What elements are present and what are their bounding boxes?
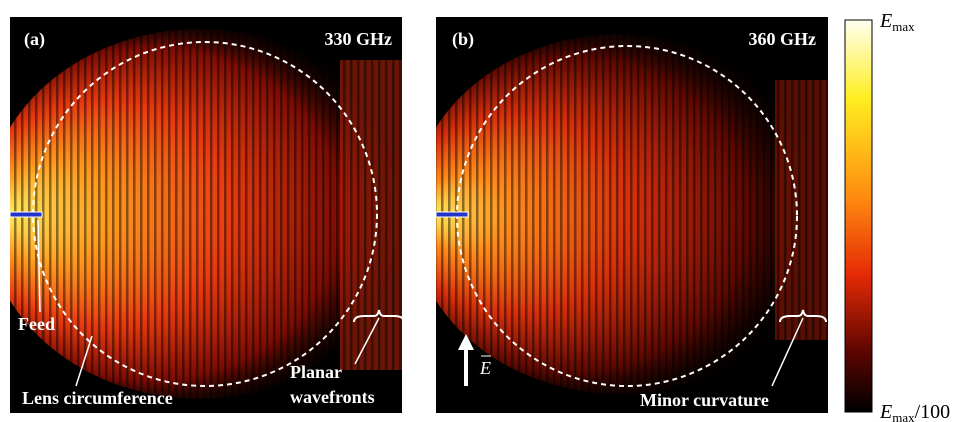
feed — [436, 212, 468, 217]
panel-label: (b) — [452, 29, 474, 50]
wave-stripes — [436, 17, 828, 413]
panel-b: E (b) 360 GHz Minor curvature — [410, 17, 830, 413]
annotation: wavefronts — [290, 387, 375, 407]
field-label: E — [479, 358, 491, 378]
annotation: Planar — [290, 362, 342, 382]
subscript: max — [892, 19, 915, 34]
label: E — [879, 401, 892, 422]
colorbar-gradient — [845, 20, 872, 412]
wave-stripes — [10, 17, 402, 413]
panel-a: (a) 330 GHz Feed Lens circumference Plan… — [0, 17, 415, 413]
colorbar: Emax Emax/100 — [845, 10, 950, 422]
frequency: 330 GHz — [325, 29, 393, 49]
annotation: Feed — [18, 314, 55, 334]
colorbar-max: Emax — [879, 10, 915, 34]
annotation: Lens circumference — [22, 388, 173, 408]
frequency: 360 GHz — [749, 29, 817, 49]
panel-label: (a) — [24, 29, 45, 50]
feed — [10, 212, 42, 217]
label: E — [879, 10, 892, 32]
subscript: max — [892, 410, 915, 422]
figure: (a) 330 GHz Feed Lens circumference Plan… — [0, 0, 964, 422]
annotation: Minor curvature — [640, 390, 769, 410]
suffix: /100 — [915, 401, 951, 422]
colorbar-min: Emax/100 — [879, 401, 950, 422]
